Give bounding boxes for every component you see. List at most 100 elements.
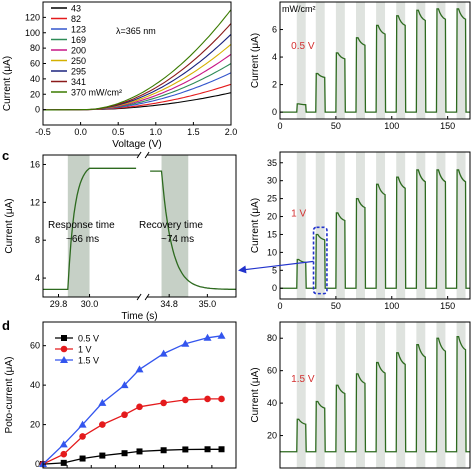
panel-c-right-ytick-label: 30 bbox=[267, 176, 277, 186]
panel-c-right-light-band bbox=[396, 152, 406, 299]
panel-d-point bbox=[159, 349, 168, 357]
panel-c-ytick-label: 4 bbox=[35, 273, 40, 283]
panel-d-point bbox=[121, 411, 128, 419]
panel-c-right-ytick-label: 35 bbox=[267, 158, 277, 168]
panel-d-right-light-band bbox=[356, 322, 365, 468]
panel-c-right-xtick-label: 50 bbox=[331, 301, 341, 311]
panel-d-point bbox=[136, 403, 143, 411]
panel-d-series-line bbox=[42, 448, 222, 465]
panel-d-point bbox=[181, 339, 190, 347]
panel-d-point bbox=[218, 395, 225, 403]
panel-a-legend-label: 200 bbox=[71, 46, 86, 56]
panel-d-ytick-label: 60 bbox=[30, 341, 40, 351]
panel-b-light-band bbox=[356, 2, 365, 119]
panel-d-right-light-band bbox=[315, 322, 325, 468]
panel-b-xtick-label: 100 bbox=[384, 121, 399, 131]
panel-c-ylabel: Current (μA) bbox=[4, 198, 15, 253]
panel-b-unit-label: mW/cm² bbox=[282, 4, 316, 14]
panel-a-legend-label: 82 bbox=[71, 14, 81, 24]
panel-c-right-light-band bbox=[315, 152, 325, 299]
panel-d-right-ytick-label: 80 bbox=[267, 333, 277, 343]
panel-c-right-ylabel: Current (μA) bbox=[250, 198, 261, 253]
panel-d-right-ylabel: Current (μA) bbox=[250, 367, 261, 422]
panel-b-light-band bbox=[335, 2, 345, 119]
panel-c-right-ytick-label: 5 bbox=[272, 265, 277, 275]
panel-d-point bbox=[182, 396, 189, 404]
panel-b-light-band bbox=[315, 2, 325, 119]
panel-d-point bbox=[136, 448, 143, 455]
panel-a-legend-label: 341 bbox=[71, 77, 86, 87]
panel-d-right-bias-label: 1.5 V bbox=[291, 374, 315, 385]
panel-a-ylabel: Current (μA) bbox=[2, 56, 13, 111]
panel-c-break-mask-top bbox=[139, 152, 148, 158]
panel-c-annotation: Response time bbox=[48, 220, 115, 231]
panel-c-decay-trace bbox=[150, 170, 236, 290]
panel-b-current-trace bbox=[280, 8, 470, 113]
panel-b-ytick-label: 0 bbox=[272, 107, 277, 117]
panel-d-right-light-band bbox=[296, 322, 306, 468]
panel-c-right-chart: 0 5 10 15 20 25 30 35 0 50 100 150 Current (μA) 1 V bbox=[250, 151, 471, 311]
panel-c-right-frame bbox=[279, 151, 471, 300]
panel-d-point bbox=[78, 420, 87, 428]
panel-b-ytick-label: 6 bbox=[272, 25, 277, 35]
panel-a-ytick-label: 40 bbox=[30, 74, 40, 84]
panel-d-legend-label: 1.5 V bbox=[78, 356, 99, 366]
panel-c-right-light-band bbox=[335, 152, 345, 299]
panel-b-bias-label: 0.5 V bbox=[291, 41, 315, 52]
panel-a-xtick-label: 1.0 bbox=[150, 127, 163, 137]
panel-d-series-line bbox=[42, 398, 222, 465]
panel-d-ylabel: Poto-current (μA) bbox=[4, 357, 15, 434]
panel-d-point bbox=[120, 381, 129, 389]
zoom-connector-arrowhead bbox=[238, 265, 247, 274]
panel-c-right-light-band bbox=[456, 152, 466, 299]
panel-c-xtick-label: 35.0 bbox=[199, 299, 217, 309]
panel-c-xtick-label: 30.0 bbox=[81, 299, 99, 309]
panel-d-chart: 0 20 40 60 Poto-current (μA) 0.5 V1 V1.5 V bbox=[4, 321, 237, 469]
panel-c-right-bias-label: 1 V bbox=[291, 209, 306, 220]
panel-d-point bbox=[160, 399, 167, 407]
panel-d-letter: d bbox=[2, 318, 10, 333]
panel-d-point bbox=[217, 331, 226, 339]
panel-a-annotation: λ=365 nm bbox=[116, 26, 156, 36]
panel-c-chart: 4 8 12 16 29.8 30.0 34.8 35.0 Time (s) Current (μ… bbox=[4, 151, 237, 322]
panel-a-legend-label: 370 mW/cm² bbox=[71, 88, 122, 98]
panel-c-right-ytick-label: 15 bbox=[267, 229, 277, 239]
panel-d-right-current-trace bbox=[280, 335, 470, 453]
panel-a-xlabel: Voltage (V) bbox=[112, 139, 161, 150]
panel-b-ytick-label: 4 bbox=[272, 52, 277, 62]
panel-a-xtick-label: 0.5 bbox=[112, 127, 125, 137]
panel-c-ytick-label: 16 bbox=[30, 159, 40, 169]
panel-d-point bbox=[60, 450, 68, 458]
panel-b-light-band bbox=[376, 2, 386, 119]
panel-b-ylabel: Current (μA) bbox=[250, 33, 261, 88]
panel-a-xtick-label: 2.0 bbox=[225, 127, 238, 137]
panel-c-break-mask-bottom bbox=[139, 294, 148, 300]
panel-d-point bbox=[182, 446, 189, 453]
panel-a-legend-label: 295 bbox=[71, 67, 86, 77]
panel-c-ytick-label: 8 bbox=[35, 235, 40, 245]
panel-c-right-ytick-label: 0 bbox=[272, 283, 277, 293]
panel-c-right-ytick-label: 20 bbox=[267, 212, 277, 222]
panel-a-ytick-label: 60 bbox=[30, 59, 40, 69]
panel-c-break-mark bbox=[144, 293, 150, 301]
panel-d-right-light-band bbox=[436, 322, 446, 468]
panel-d-point bbox=[98, 398, 107, 406]
panel-d-legend-marker bbox=[60, 345, 68, 353]
panel-d-ytick-label: 20 bbox=[30, 420, 40, 430]
panel-c-annotation: ~74 ms bbox=[161, 234, 194, 245]
panel-a-legend-label: 43 bbox=[71, 4, 81, 14]
panel-c-xtick-label: 29.8 bbox=[50, 299, 68, 309]
panel-c-right-current-trace bbox=[280, 169, 470, 289]
panel-a-legend-label: 123 bbox=[71, 25, 86, 35]
panel-c-break-mark bbox=[136, 293, 142, 301]
panel-c-right-light-band bbox=[376, 152, 386, 299]
panel-b-light-band bbox=[456, 2, 466, 119]
panel-c-ytick-label: 12 bbox=[30, 197, 40, 207]
panel-d-ytick-label: 0 bbox=[35, 459, 40, 469]
panel-d-point bbox=[204, 395, 211, 403]
panel-d-right-ytick-label: 20 bbox=[267, 431, 277, 441]
panel-b-xtick-label: 150 bbox=[440, 121, 455, 131]
panel-d-series-line bbox=[42, 335, 222, 465]
panel-a-xtick-label: 1.5 bbox=[187, 127, 200, 137]
